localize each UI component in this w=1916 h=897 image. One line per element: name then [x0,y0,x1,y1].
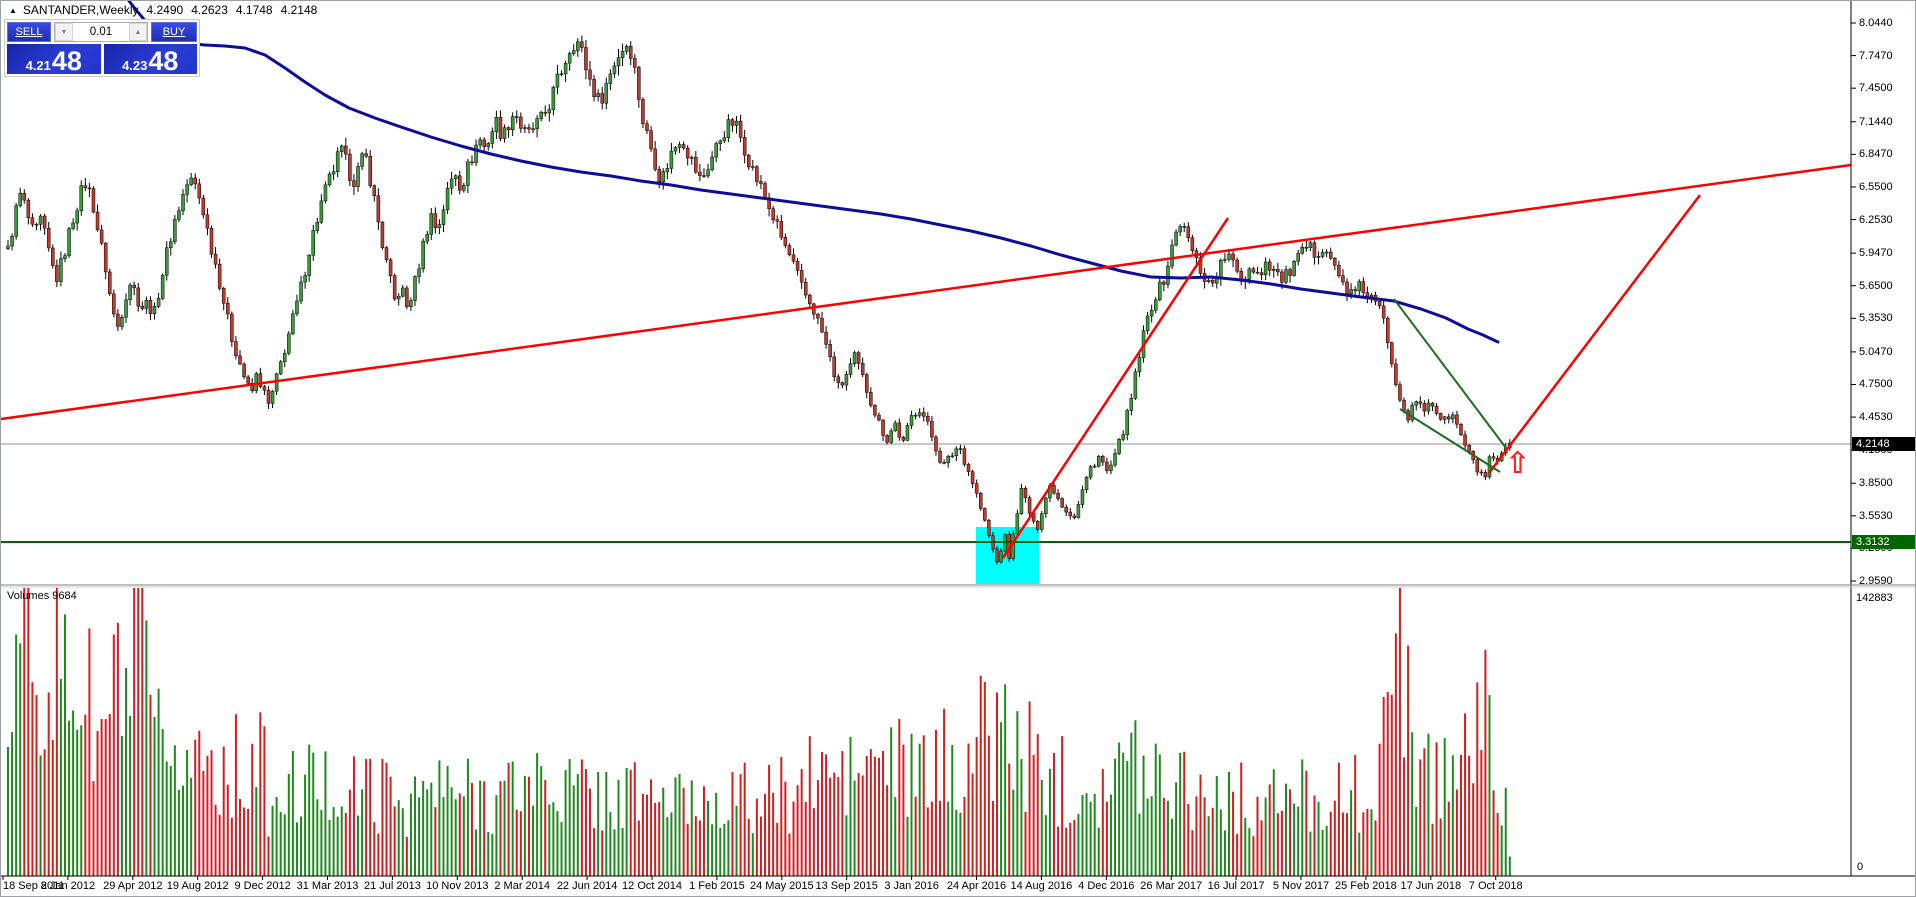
sell-price-main: 4.21 [25,57,51,73]
up-arrow-annotation-icon: ⇧ [1505,447,1531,480]
date-tick-label: 12 Oct 2014 [622,880,682,892]
ohlc-open-value: 4.2490 [146,3,184,17]
volume-indicator-label: Volumes 9684 [7,590,77,602]
price-tick-label: 7.1440 [1859,115,1893,128]
date-tick-label: 19 Aug 2012 [166,880,229,892]
date-tick-label: 10 Nov 2013 [426,880,489,892]
sell-price-panel[interactable]: 4.21 48 [7,44,101,77]
ohlc-close-value: 4.2148 [280,3,318,17]
price-tick-label: 5.6500 [1859,279,1893,292]
price-tick-label: 7.4500 [1859,82,1893,95]
date-tick-label: 16 Jul 2017 [1207,880,1265,892]
price-tick-label: 8.0440 [1859,17,1893,29]
collapse-panel-icon[interactable]: ▲ [9,5,17,15]
ohlc-low-value: 4.1748 [235,3,273,17]
date-tick-label: 13 Sep 2015 [815,880,878,892]
support-price-tag: 3.3132 [1852,535,1915,549]
date-tick-label: 22 Jun 2014 [556,880,618,892]
sell-price-pips: 48 [51,46,82,77]
date-tick-label: 3 Jan 2016 [884,880,939,892]
rally-2016-line[interactable] [1001,217,1230,559]
lot-increase-button[interactable]: ▲ [129,23,147,41]
date-tick-label: 18 Sep 2011 [3,880,65,892]
price-tick-label: 3.8500 [1859,477,1893,490]
symbol-timeframe-label: SANTANDER,Weekly [22,3,139,17]
price-tick-label: 5.9470 [1859,247,1893,260]
date-tick-label: 24 Apr 2016 [946,880,1007,892]
lot-size-spinner: ▼ 0.01 ▲ [54,22,148,42]
trendlines [1,163,1852,559]
date-tick-label: 24 May 2015 [749,880,814,892]
long-uptrend-line[interactable] [1,163,1852,421]
chart-header: ▲ SANTANDER,Weekly 4.2490 4.2623 4.1748 … [9,3,317,17]
price-tick-label: 5.3530 [1859,312,1893,325]
date-tick-label: 7 Oct 2018 [1468,880,1523,892]
date-tick-label: 21 Jul 2013 [363,880,421,892]
price-tick-label: 4.7500 [1859,378,1893,391]
wedge-upper-line[interactable] [1393,298,1507,449]
moving-average-line [127,1,1500,344]
buy-price-main: 4.23 [122,57,148,73]
candlestick-series [6,35,1512,565]
date-tick-label: 5 Nov 2017 [1272,880,1330,892]
date-tick-label: 4 Dec 2016 [1078,880,1135,892]
date-tick-label: 9 Dec 2012 [234,880,291,892]
date-tick-label: 31 Mar 2013 [296,880,359,892]
volume-axis-zero-label: 0 [1857,861,1864,873]
current-price-tag: 4.2148 [1852,437,1915,451]
date-tick-label: 25 Feb 2018 [1335,880,1397,892]
buy-price-panel[interactable]: 4.23 48 [103,44,197,77]
sell-button[interactable]: SELL [7,22,51,42]
lot-decrease-button[interactable]: ▼ [55,23,73,41]
price-tick-label: 6.5500 [1859,180,1893,193]
one-click-trading-widget: SELL ▼ 0.01 ▲ BUY 4.21 48 4.23 48 [4,19,200,77]
date-tick-label: 2 Mar 2014 [494,880,551,892]
projection-line[interactable] [1488,194,1701,474]
volume-series [7,588,1511,876]
date-tick-label: 26 Mar 2017 [1140,880,1203,892]
date-tick-label: 8 Jan 2012 [40,880,96,892]
price-tick-label: 6.8470 [1859,148,1893,161]
price-tick-label: 3.5530 [1859,509,1893,522]
price-tick-label: 2.9590 [1859,575,1893,588]
date-tick-label: 29 Apr 2012 [103,880,163,892]
volume-axis-max-label: 142883 [1856,592,1893,604]
lot-size-input[interactable]: 0.01 [89,26,113,38]
price-tick-label: 5.0470 [1859,345,1893,358]
wedge-lower-line[interactable] [1399,408,1501,473]
date-tick-label: 17 Jun 2018 [1400,880,1462,892]
date-tick-label: 14 Aug 2016 [1010,880,1073,892]
volume-indicator-name: Volumes [7,590,50,602]
axis-chrome [1,1,1915,880]
volume-last-value: 9684 [52,590,77,602]
date-tick-label: 1 Feb 2015 [689,880,745,892]
price-tick-label: 4.4530 [1859,411,1893,424]
price-tick-label: 6.2530 [1859,213,1893,226]
buy-button[interactable]: BUY [151,22,197,42]
price-tick-label: 7.7470 [1859,49,1893,62]
ohlc-high-value: 4.2623 [191,3,228,17]
buy-price-pips: 48 [148,46,179,77]
